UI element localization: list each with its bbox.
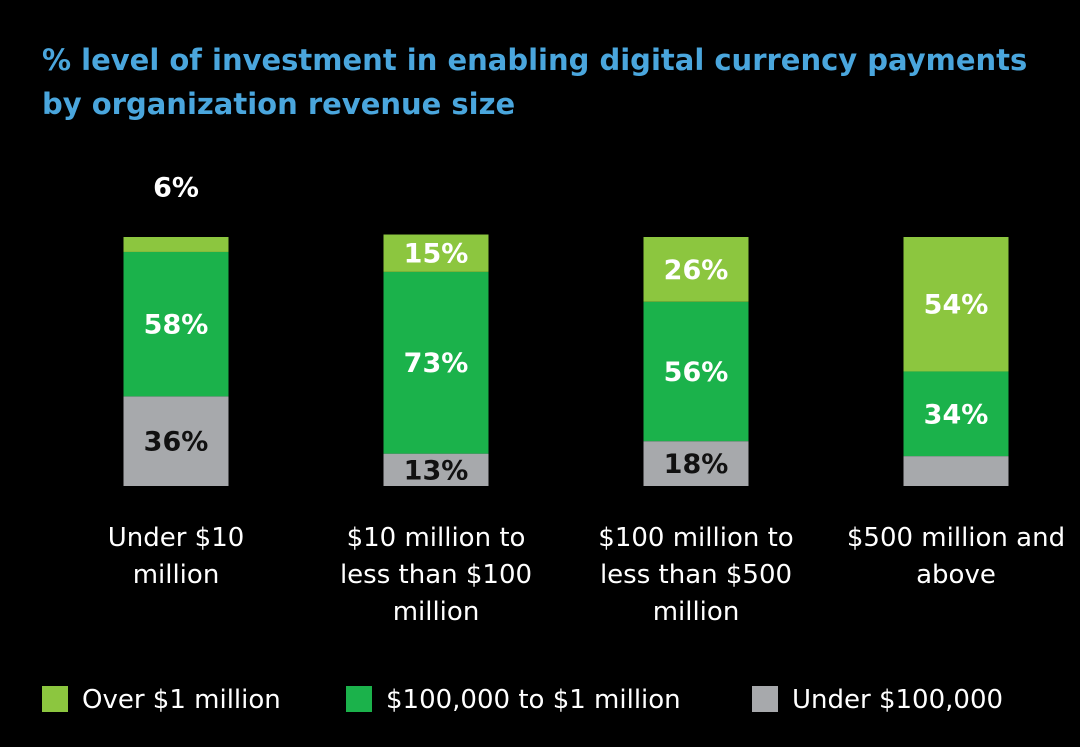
bar-segment <box>383 453 489 486</box>
data-label: 73% <box>404 348 469 379</box>
x-tick-label: $100 million to less than $500 million <box>598 523 794 627</box>
bar-segment <box>643 441 749 486</box>
bar-segment <box>123 396 229 486</box>
chart-title: % level of investment in enabling digita… <box>42 43 1028 121</box>
legend-label: Over $1 million <box>82 685 281 715</box>
bar-segment <box>383 234 489 272</box>
bar-segment <box>123 237 229 252</box>
data-label: 15% <box>404 239 469 270</box>
legend-swatch <box>752 686 778 712</box>
x-tick-label: $10 million to less than $100 million <box>339 523 533 627</box>
bar-segment <box>643 237 749 302</box>
x-tick-label: Under $10 million <box>107 523 245 590</box>
bar-segment <box>643 301 749 442</box>
legend-swatch <box>346 686 372 712</box>
data-label: 58% <box>144 310 209 341</box>
data-label: 18% <box>664 449 729 480</box>
legend-label: Under $100,000 <box>792 685 1004 715</box>
data-label: 36% <box>144 427 209 458</box>
x-tick-label: $500 million and above <box>846 523 1066 590</box>
bar-segment <box>903 371 1009 457</box>
data-label: 13% <box>404 455 469 486</box>
data-label: 6% <box>153 173 199 204</box>
legend-label: $100,000 to $1 million <box>386 685 681 715</box>
legend-item: Over $1 million <box>42 684 281 716</box>
bar-segment <box>903 456 1009 486</box>
data-label: 56% <box>664 357 729 388</box>
bar-segment <box>123 251 229 397</box>
legend-item: Under $100,000 <box>752 684 1003 716</box>
data-label: 26% <box>664 255 729 286</box>
data-label: 34% <box>924 399 989 430</box>
data-label: 54% <box>924 290 989 321</box>
legend-swatch <box>42 686 68 712</box>
bar-segment <box>383 271 489 454</box>
bar-segment <box>903 237 1009 372</box>
legend-item: $100,000 to $1 million <box>346 684 681 716</box>
